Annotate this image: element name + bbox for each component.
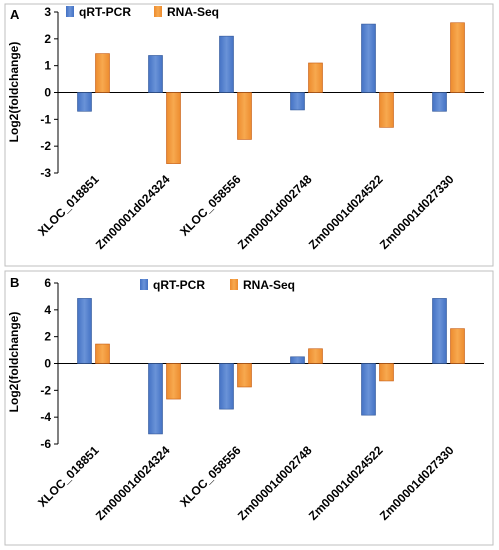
legend: qRT-PCR RNA-Seq (66, 5, 219, 19)
legend-swatch (66, 6, 74, 17)
y-tick-label: -2 (40, 383, 51, 397)
panel-label: A (10, 7, 20, 22)
y-tick-label: -1 (40, 112, 51, 126)
bar-rna-seq-3 (308, 62, 323, 93)
bar-qrt-pcr-1 (148, 55, 163, 93)
bar-qrt-pcr-5 (432, 298, 447, 364)
x-tick-label: Zm00001d002748 (235, 443, 315, 523)
x-tick-label: XLOC_058556 (177, 172, 244, 239)
y-tick-label: 1 (44, 59, 51, 73)
y-tick-label: 6 (44, 276, 51, 290)
y-tick-label: -4 (40, 410, 51, 424)
chart-panel-A: 3210-1-2-3Log2(foldchange)AXLOC_018851Zm… (4, 3, 494, 267)
x-tick-label: XLOC_018851 (35, 443, 102, 510)
y-axis-label: Log2(foldchange) (7, 312, 21, 413)
bar-qrt-pcr-0 (77, 92, 92, 112)
y-tick-label: 0 (44, 357, 51, 371)
x-tick-label: Zm00001d027330 (377, 172, 457, 252)
x-tick-label: Zm00001d024522 (306, 172, 386, 252)
bar-rna-seq-0 (95, 343, 110, 364)
legend-entry: qRT-PCR (153, 278, 205, 292)
bar-rna-seq-4 (379, 363, 394, 382)
bar-rna-seq-3 (308, 348, 323, 364)
legend: qRT-PCR RNA-Seq (140, 278, 295, 292)
bar-qrt-pcr-3 (290, 356, 305, 364)
legend-entry: qRT-PCR (79, 5, 131, 19)
x-tick-label: Zm00001d002748 (235, 172, 315, 252)
bar-qrt-pcr-5 (432, 92, 447, 112)
bar-qrt-pcr-2 (219, 35, 234, 93)
bar-qrt-pcr-1 (148, 363, 163, 435)
bar-rna-seq-0 (95, 53, 110, 93)
bar-rna-seq-4 (379, 92, 394, 128)
bar-qrt-pcr-2 (219, 363, 234, 410)
y-tick-label: 0 (44, 86, 51, 100)
x-tick-label: Zm00001d024324 (93, 443, 173, 523)
y-tick-label: 4 (44, 303, 51, 317)
chart-panel-B: 6420-2-4-6Log2(foldchange)BXLOC_018851Zm… (4, 270, 494, 546)
x-tick-label: XLOC_058556 (177, 443, 244, 510)
bar-rna-seq-1 (166, 363, 181, 400)
panel-frame (4, 270, 494, 546)
legend-swatch (140, 279, 148, 290)
legend-entry: RNA-Seq (243, 278, 295, 292)
y-tick-label: -6 (40, 437, 51, 451)
bar-rna-seq-2 (237, 92, 252, 140)
bar-qrt-pcr-3 (290, 92, 305, 111)
panel-label: B (10, 275, 19, 290)
bar-qrt-pcr-4 (361, 23, 376, 93)
bar-qrt-pcr-0 (77, 298, 92, 364)
y-tick-label: 3 (44, 5, 51, 19)
legend-swatch (154, 6, 162, 17)
x-tick-label: Zm00001d024522 (306, 443, 386, 523)
bar-rna-seq-5 (450, 22, 465, 93)
bar-rna-seq-1 (166, 92, 181, 164)
y-axis-label: Log2(foldchange) (7, 42, 21, 143)
legend-swatch (230, 279, 238, 290)
y-tick-label: -3 (40, 166, 51, 180)
x-tick-label: Zm00001d027330 (377, 443, 457, 523)
bar-rna-seq-5 (450, 328, 465, 364)
x-tick-label: XLOC_018851 (35, 172, 102, 239)
y-tick-label: 2 (44, 330, 51, 344)
y-tick-label: -2 (40, 139, 51, 153)
bar-rna-seq-2 (237, 363, 252, 388)
y-tick-label: 2 (44, 32, 51, 46)
x-tick-label: Zm00001d024324 (93, 172, 173, 252)
bar-qrt-pcr-4 (361, 363, 376, 416)
panel-frame (4, 3, 494, 267)
legend-entry: RNA-Seq (167, 5, 219, 19)
